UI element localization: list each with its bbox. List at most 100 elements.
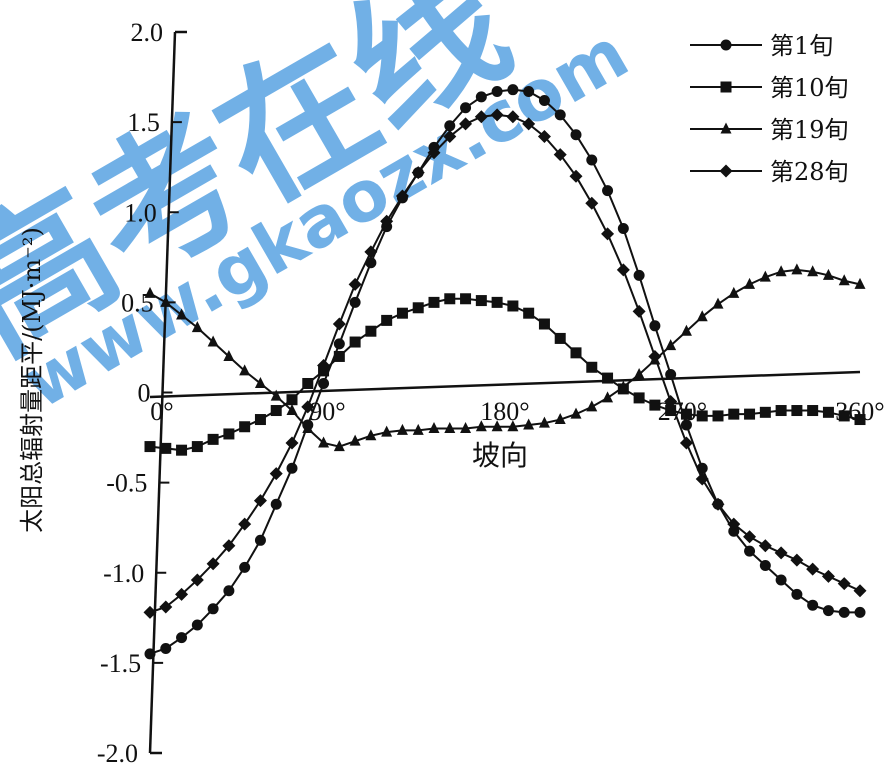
data-point bbox=[507, 84, 519, 96]
data-point bbox=[664, 395, 678, 409]
data-point bbox=[206, 557, 220, 571]
data-point bbox=[444, 422, 456, 434]
data-point bbox=[790, 553, 804, 567]
data-point bbox=[191, 441, 203, 453]
data-point bbox=[460, 422, 472, 434]
y-tick-label: 1.0 bbox=[124, 198, 157, 227]
data-point bbox=[602, 372, 614, 384]
data-point bbox=[649, 399, 661, 411]
data-point bbox=[665, 339, 677, 351]
data-point bbox=[554, 332, 566, 344]
data-point bbox=[522, 117, 536, 131]
y-axis-label: 太阳总辐射量距平/(MJ·m⁻²) bbox=[18, 227, 46, 533]
data-point bbox=[396, 307, 408, 319]
data-point bbox=[239, 364, 251, 376]
data-point bbox=[712, 297, 724, 309]
data-point bbox=[191, 619, 203, 631]
legend-item: 第1旬 bbox=[690, 32, 833, 60]
data-point bbox=[774, 546, 788, 560]
data-point bbox=[176, 444, 188, 456]
data-point bbox=[679, 436, 693, 450]
data-point bbox=[239, 561, 251, 573]
data-point bbox=[727, 517, 741, 531]
data-point bbox=[175, 587, 189, 601]
y-tick-label: -0.5 bbox=[106, 469, 147, 498]
data-point bbox=[333, 350, 345, 362]
data-point bbox=[806, 562, 820, 576]
data-point bbox=[538, 416, 550, 428]
data-point bbox=[570, 347, 582, 359]
x-axis-line bbox=[149, 370, 861, 399]
series-square bbox=[144, 293, 866, 456]
data-point bbox=[160, 295, 172, 307]
data-point bbox=[207, 433, 219, 445]
data-point bbox=[838, 606, 850, 618]
data-point bbox=[712, 410, 724, 422]
data-point bbox=[159, 600, 173, 614]
data-point bbox=[223, 585, 235, 597]
data-point bbox=[412, 423, 424, 435]
data-point bbox=[349, 434, 361, 446]
data-point bbox=[728, 525, 740, 537]
data-point bbox=[302, 377, 314, 389]
data-point bbox=[144, 286, 156, 298]
data-point bbox=[696, 310, 708, 322]
data-point bbox=[822, 605, 834, 617]
data-point bbox=[490, 108, 504, 122]
data-point bbox=[744, 277, 756, 289]
series-group bbox=[143, 84, 867, 660]
data-point bbox=[791, 263, 803, 275]
series-line bbox=[149, 88, 860, 655]
data-point bbox=[537, 130, 551, 144]
data-point bbox=[728, 408, 740, 420]
x-tick-label: 0° bbox=[150, 397, 173, 426]
legend-item: 第28旬 bbox=[690, 158, 849, 186]
data-point bbox=[332, 317, 346, 331]
data-point bbox=[365, 429, 377, 441]
data-point bbox=[554, 413, 566, 425]
series-line bbox=[149, 297, 861, 452]
data-point bbox=[602, 185, 614, 197]
data-point bbox=[269, 467, 283, 481]
data-point bbox=[365, 257, 377, 269]
data-point bbox=[411, 166, 425, 180]
data-point bbox=[616, 263, 630, 277]
data-point bbox=[254, 376, 266, 388]
data-point bbox=[822, 268, 834, 280]
data-point bbox=[444, 120, 456, 132]
data-point bbox=[507, 420, 519, 432]
data-point bbox=[759, 270, 771, 282]
data-point bbox=[144, 648, 156, 660]
data-point bbox=[665, 368, 677, 380]
legend-label: 第1旬 bbox=[770, 32, 833, 60]
data-point bbox=[223, 349, 235, 361]
data-point bbox=[838, 410, 850, 422]
data-point bbox=[720, 122, 732, 134]
legend-item: 第19旬 bbox=[690, 116, 849, 144]
data-point bbox=[333, 440, 345, 452]
data-point bbox=[286, 394, 298, 406]
data-point bbox=[238, 517, 252, 531]
data-point bbox=[160, 442, 172, 454]
x-axis-label: 坡向 bbox=[472, 439, 528, 472]
data-point bbox=[743, 530, 757, 544]
data-point bbox=[854, 414, 866, 426]
data-point bbox=[854, 606, 866, 618]
data-point bbox=[349, 296, 361, 308]
data-point bbox=[822, 406, 834, 418]
data-point bbox=[617, 222, 629, 234]
data-point bbox=[318, 377, 330, 389]
data-point bbox=[523, 307, 535, 319]
data-point bbox=[381, 425, 393, 437]
data-point bbox=[744, 545, 756, 557]
data-point bbox=[711, 497, 725, 511]
data-point bbox=[507, 300, 519, 312]
data-point bbox=[286, 462, 298, 474]
data-point bbox=[253, 494, 267, 508]
data-point bbox=[601, 227, 615, 241]
data-point bbox=[554, 109, 566, 121]
data-point bbox=[444, 293, 456, 305]
data-point bbox=[459, 117, 473, 131]
data-point bbox=[254, 414, 266, 426]
